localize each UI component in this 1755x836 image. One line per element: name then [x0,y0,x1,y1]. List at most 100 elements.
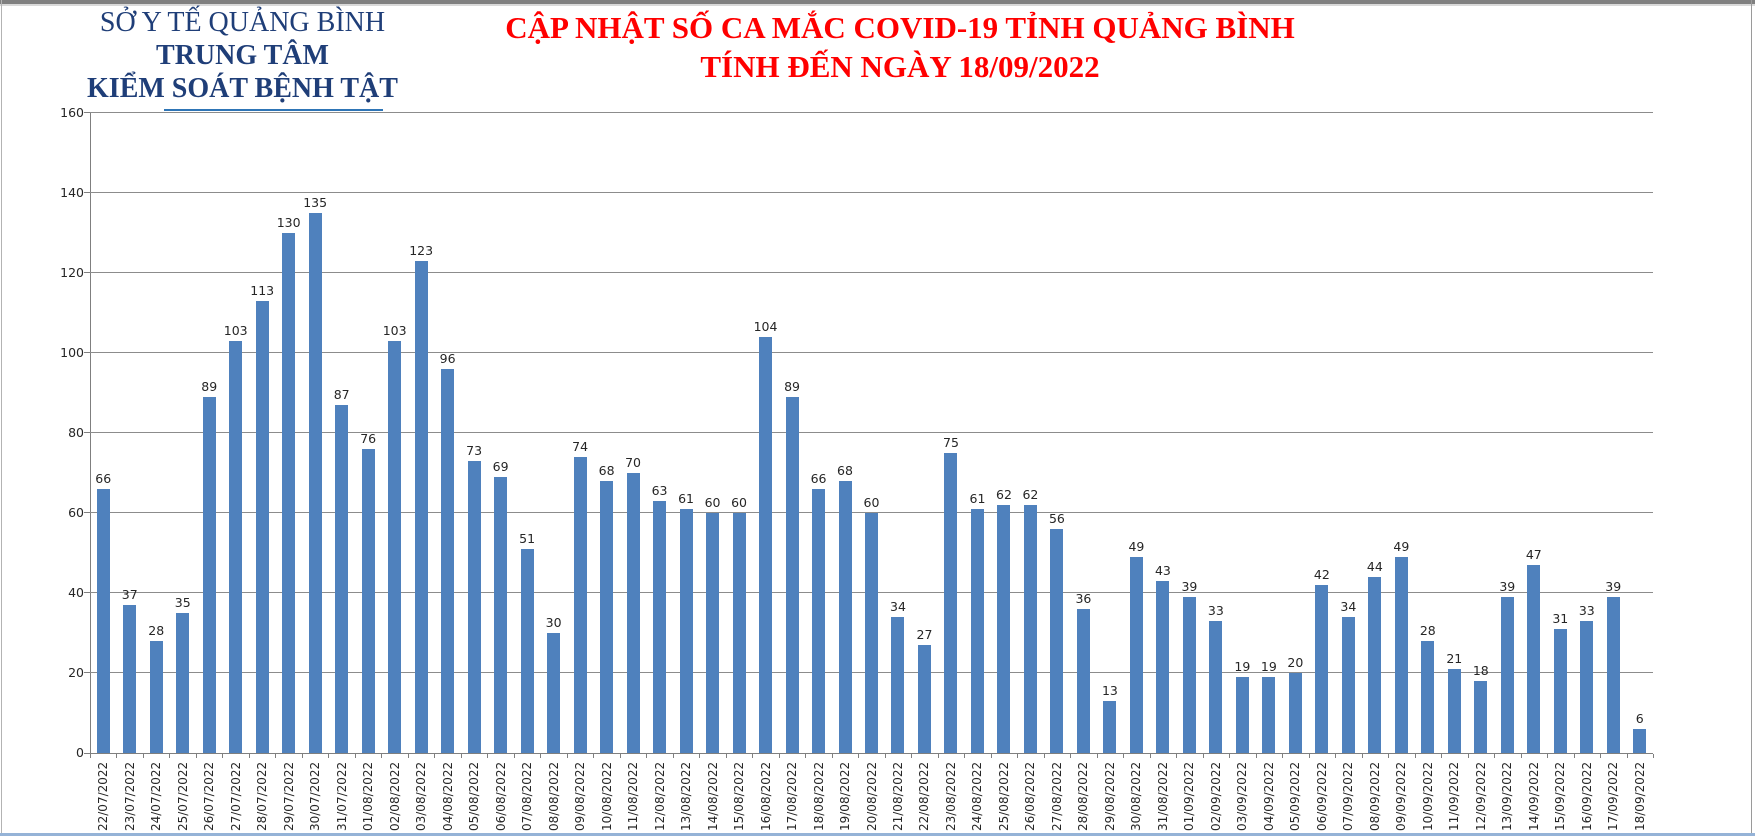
bar-02/09/2022 [1209,621,1223,753]
x-tick [673,754,674,758]
x-tick [328,754,329,758]
y-tick-40 [84,592,90,593]
x-tick-label: 29/07/2022 [281,761,296,831]
x-tick [249,754,250,758]
bar-value-label: 61 [969,491,986,506]
bar-16/08/2022 [759,337,773,753]
bar-18/09/2022 [1633,729,1647,753]
bar-15/08/2022 [732,513,746,753]
y-tick-60 [84,512,90,513]
x-tick [487,754,488,758]
x-tick-label: 23/08/2022 [943,761,958,831]
x-tick-label: 02/09/2022 [1208,761,1223,831]
x-tick [1494,754,1495,758]
x-tick-label: 05/09/2022 [1288,761,1303,831]
x-tick-label: 16/08/2022 [758,761,773,831]
bar-13/08/2022 [679,509,693,753]
x-tick [567,754,568,758]
bar-value-label: 34 [1340,599,1357,614]
x-tick-label: 22/07/2022 [96,761,111,831]
y-tick-label: 100 [60,345,84,360]
bar-26/07/2022 [202,397,216,753]
gridline-160 [90,112,1653,113]
bar-14/09/2022 [1527,565,1541,753]
chart-title-line2: TÍNH ĐẾN NGÀY 18/09/2022 [700,49,1100,84]
bar-24/07/2022 [149,641,163,753]
x-tick [381,754,382,758]
bar-04/09/2022 [1262,677,1276,753]
bar-value-label: 20 [1287,655,1304,670]
bar-03/08/2022 [414,261,428,753]
bar-30/07/2022 [308,213,322,753]
bar-13/09/2022 [1500,597,1514,753]
org-name-line2: TRUNG TÂM [156,40,329,71]
x-tick [275,754,276,758]
x-tick-label: 25/08/2022 [996,761,1011,831]
bar-value-label: 60 [863,495,880,510]
x-tick-label: 14/08/2022 [705,761,720,831]
y-tick-label: 60 [68,505,84,520]
x-tick [1150,754,1151,758]
x-tick [1415,754,1416,758]
x-tick [911,754,912,758]
x-tick [1468,754,1469,758]
x-tick [1627,754,1628,758]
bar-value-label: 28 [148,623,165,638]
x-tick [593,754,594,758]
x-tick-label: 11/09/2022 [1447,761,1462,831]
y-tick-label: 20 [68,665,84,680]
bar-value-label: 6 [1635,711,1644,726]
bar-value-label: 68 [837,463,853,478]
x-tick-label: 16/09/2022 [1579,761,1594,831]
bar-value-label: 43 [1154,563,1171,578]
x-axis-tick-labels: 22/07/2022 23/07/2022 24/07/2022 25/07/2022… [90,753,1653,835]
x-tick-label: 26/08/2022 [1023,761,1038,831]
x-tick [1547,754,1548,758]
bar-value-label: 61 [678,491,694,506]
y-tick-label: 160 [60,105,84,120]
y-axis-tick-labels: 0 20 40 60 80 100 120 140 160 [40,106,84,761]
bar-value-label: 113 [250,283,275,298]
x-tick-label: 28/08/2022 [1076,761,1091,831]
bar-11/08/2022 [626,473,640,753]
x-tick-label: 17/08/2022 [785,761,800,831]
bar-value-label: 103 [382,323,407,338]
x-tick-label: 13/08/2022 [679,761,694,831]
bar-value-label: 74 [572,439,589,454]
x-tick-label: 19/08/2022 [838,761,852,831]
bar-value-label: 62 [1022,487,1039,502]
bar-value-label: 19 [1260,659,1277,674]
x-tick-label: 06/08/2022 [493,761,508,831]
bar-value-label: 66 [95,471,112,486]
bar-23/08/2022 [944,453,958,753]
y-tick-label: 120 [60,265,84,280]
x-tick [1309,754,1310,758]
x-tick-label: 12/09/2022 [1473,761,1488,831]
bar-value-label: 30 [545,615,562,630]
x-tick-label: 30/08/2022 [1129,761,1144,831]
bar-value-label: 123 [409,243,434,258]
bar-31/07/2022 [335,405,349,753]
bar-value-label: 35 [174,595,191,610]
bar-value-label: 49 [1393,539,1410,554]
gridline-120 [90,272,1653,273]
bar-22/07/2022 [96,489,110,753]
bar-value-label: 103 [223,323,248,338]
bar-25/08/2022 [997,505,1011,753]
bar-value-label: 19 [1234,659,1251,674]
bar-27/07/2022 [229,341,243,753]
x-tick-label: 18/08/2022 [811,761,826,831]
chart-title: CẬP NHẬT SỐ CA MẮC COVID-19 TỈNH QUẢNG B… [450,8,1350,86]
x-tick [1282,754,1283,758]
bar-value-label: 60 [731,495,747,510]
bar-17/09/2022 [1606,597,1620,753]
bar-value-label: 56 [1048,511,1065,526]
x-tick-label: 05/08/2022 [467,761,482,831]
x-tick [1176,754,1177,758]
y-tick-0 [84,753,90,754]
window-left-border [1,0,2,836]
bar-value-label: 39 [1181,579,1198,594]
bar-24/08/2022 [970,509,984,753]
x-tick-label: 02/08/2022 [387,761,402,831]
bar-28/08/2022 [1076,609,1090,753]
